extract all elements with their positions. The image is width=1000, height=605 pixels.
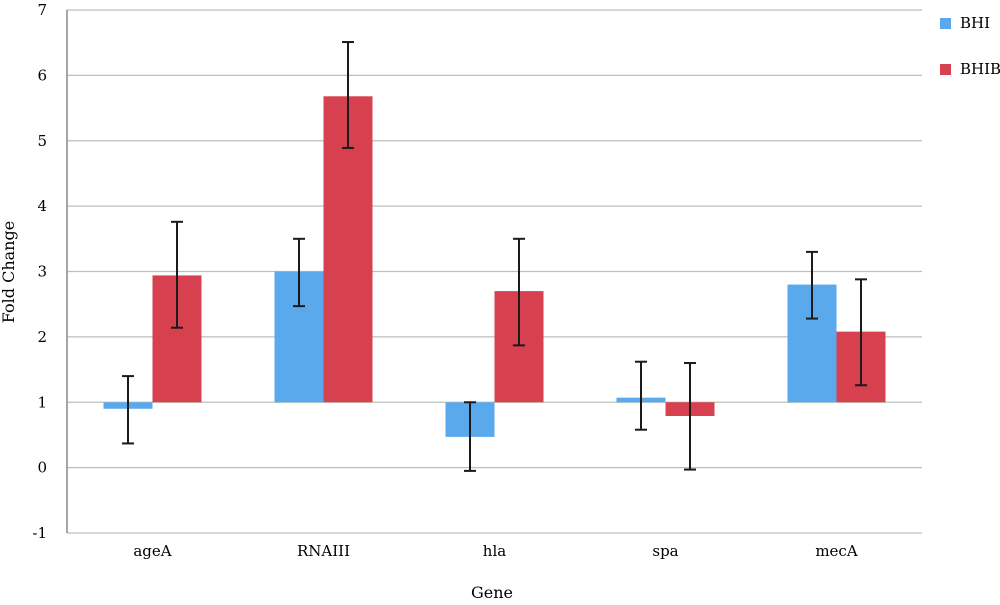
x-tick-label: spa [652, 542, 678, 560]
legend-swatch-bhi [940, 18, 951, 29]
x-axis-title: Gene [471, 583, 513, 602]
gridlines [67, 9, 922, 534]
error-bar-bhi-hla [464, 401, 476, 472]
error-bar-bhib-agea [171, 220, 183, 329]
y-axis-title: Fold Change [0, 221, 18, 323]
legend: BHI BHIB [940, 14, 1000, 78]
error-bar-bhi-agea [122, 375, 134, 445]
error-bar-bhib-rnaiii [342, 41, 354, 149]
y-tick-label: 6 [37, 66, 47, 84]
y-tick-label: -1 [32, 524, 47, 542]
x-tick-label: ageA [133, 542, 171, 560]
x-tick-label: hla [483, 542, 506, 560]
y-tick-label: 5 [37, 132, 47, 150]
error-bar-bhib-spa [684, 362, 696, 471]
error-bars [122, 41, 867, 472]
y-axis-tick-labels: -1 0 1 2 3 4 5 6 7 [32, 1, 47, 542]
legend-label-bhi: BHI [960, 14, 990, 32]
error-bar-bhi-rnaiii [293, 237, 305, 308]
legend-label-bhib: BHIB [960, 60, 1000, 78]
x-axis-tick-labels: ageA RNAIII hla spa mecA [133, 542, 857, 560]
legend-swatch-bhib [940, 64, 951, 75]
bars [103, 96, 886, 437]
y-tick-label: 2 [37, 328, 47, 346]
error-bar-bhib-meca [855, 278, 867, 387]
y-tick-label: 4 [37, 197, 47, 215]
x-tick-label: mecA [815, 542, 858, 560]
x-tick-label: RNAIII [297, 542, 350, 560]
y-tick-label: 0 [37, 459, 47, 477]
y-tick-label: 1 [37, 393, 47, 411]
error-bar-bhi-spa [635, 360, 647, 431]
error-bar-bhib-hla [513, 237, 525, 347]
y-tick-label: 7 [37, 1, 47, 19]
error-bar-bhi-meca [806, 250, 818, 320]
y-tick-label: 3 [37, 263, 47, 281]
